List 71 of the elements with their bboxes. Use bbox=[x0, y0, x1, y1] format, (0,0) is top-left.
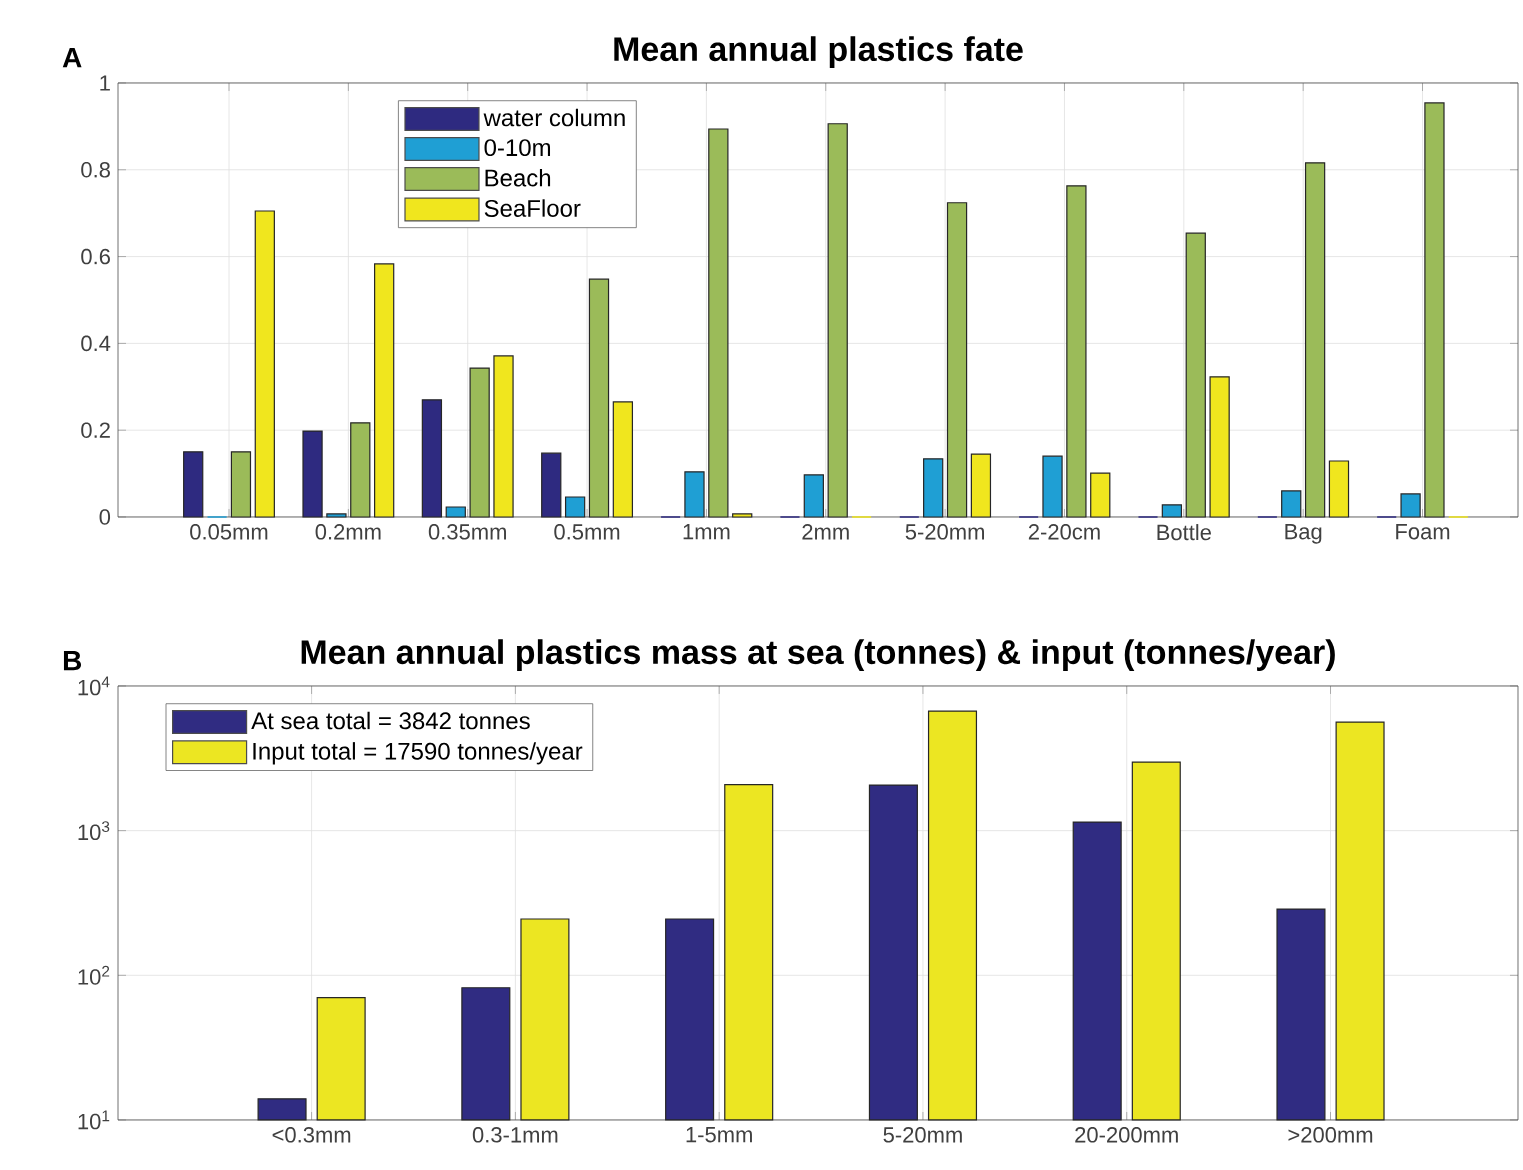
bar bbox=[970, 453, 992, 518]
x-tick-label: 0.2mm bbox=[315, 524, 381, 540]
bar bbox=[1424, 102, 1445, 518]
x-tick-label: 0.35mm bbox=[428, 524, 506, 540]
bar bbox=[1161, 504, 1183, 518]
bar bbox=[326, 513, 347, 518]
x-tick-label: 0.05mm bbox=[190, 524, 268, 540]
legend-label: Input total = 17590 tonnes/year bbox=[253, 742, 583, 765]
x-tick-label: >200mm bbox=[1288, 1127, 1373, 1143]
bar bbox=[254, 210, 275, 518]
x-tick-label: 5-20mm bbox=[905, 524, 984, 540]
legend-label: SeaFloor bbox=[484, 199, 581, 217]
bar bbox=[493, 355, 514, 518]
bar bbox=[1185, 232, 1206, 518]
x-tick-label: 1mm bbox=[683, 524, 730, 540]
bar bbox=[1090, 472, 1111, 518]
bar bbox=[612, 401, 634, 518]
text: A bbox=[62, 47, 82, 68]
bar bbox=[421, 399, 443, 518]
y-tick-label: 0.4 bbox=[81, 335, 111, 352]
x-tick-label: 1-5mm bbox=[686, 1127, 752, 1143]
bar bbox=[1209, 376, 1230, 518]
text: B bbox=[63, 650, 82, 671]
bar bbox=[1042, 455, 1063, 518]
bar bbox=[803, 474, 824, 518]
legend-label: water column bbox=[483, 108, 625, 127]
y-tick-label: 10$^{1}$ bbox=[78, 1110, 110, 1130]
chart-title: Mean annual plastics mass at sea (tonnes) & input (tonnes/year) bbox=[301, 639, 1335, 671]
bar bbox=[541, 452, 562, 518]
legend-label: 0-10m bbox=[484, 139, 551, 157]
bar bbox=[732, 513, 753, 518]
bar bbox=[374, 263, 395, 518]
bar bbox=[445, 506, 466, 518]
bar bbox=[1066, 185, 1087, 518]
bar bbox=[564, 496, 586, 518]
x-tick-label: 2-20cm bbox=[1028, 524, 1100, 540]
y-tick-label: 0.2 bbox=[81, 422, 110, 438]
bar bbox=[350, 422, 371, 518]
bar bbox=[1304, 162, 1326, 518]
y-tick-label: 0.6 bbox=[81, 248, 110, 265]
bar bbox=[946, 202, 968, 518]
bar bbox=[588, 278, 610, 518]
bar bbox=[684, 471, 705, 518]
x-tick-label: Bag bbox=[1285, 524, 1322, 544]
bar bbox=[1400, 493, 1421, 518]
chart-title: Mean annual plastics fate bbox=[614, 36, 1023, 68]
legend-label: Beach bbox=[485, 168, 551, 187]
bar bbox=[708, 128, 729, 518]
y-tick-label: 0 bbox=[99, 509, 111, 525]
bar bbox=[1328, 460, 1350, 518]
y-tick-label: 0.8 bbox=[81, 162, 110, 178]
x-tick-label: 5-20mm bbox=[883, 1127, 962, 1143]
x-tick-label: 0.5mm bbox=[554, 524, 620, 540]
bar bbox=[183, 451, 204, 518]
x-tick-label: Foam bbox=[1396, 524, 1450, 540]
legend-label: At sea total = 3842 tonnes bbox=[251, 711, 530, 730]
bar bbox=[302, 430, 323, 518]
y-tick-label: 10$^{3}$ bbox=[78, 821, 110, 841]
bar bbox=[827, 123, 848, 518]
y-tick-label: 1 bbox=[100, 75, 110, 91]
x-tick-label: 2mm bbox=[802, 524, 849, 540]
y-tick-label: 10$^{4}$ bbox=[78, 676, 110, 696]
x-tick-label: 20-200mm bbox=[1075, 1127, 1178, 1143]
bar bbox=[230, 451, 252, 518]
x-tick-label: 0.3-1mm bbox=[472, 1127, 558, 1143]
bar bbox=[923, 458, 944, 518]
y-tick-label: 10$^{2}$ bbox=[78, 965, 110, 985]
bar bbox=[1281, 490, 1302, 518]
x-tick-label: <0.3mm bbox=[272, 1127, 351, 1143]
x-tick-label: Bottle bbox=[1157, 524, 1211, 541]
bar bbox=[469, 367, 490, 518]
